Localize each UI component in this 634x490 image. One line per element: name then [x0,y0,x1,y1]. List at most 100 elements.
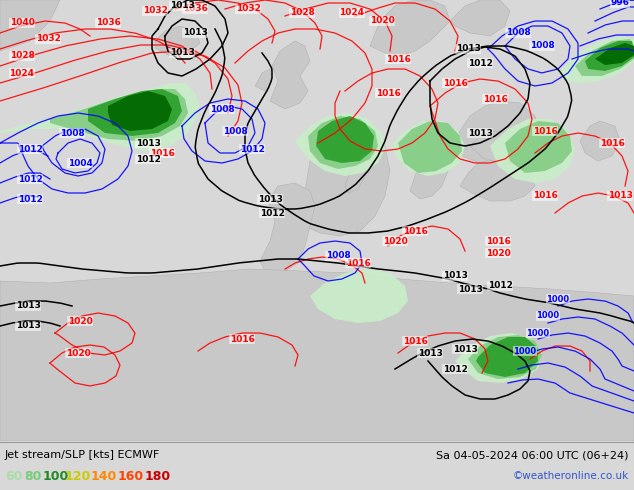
Text: 1016: 1016 [533,126,557,136]
Polygon shape [460,159,535,201]
Polygon shape [345,136,375,193]
Text: 1008: 1008 [60,128,84,138]
Text: 1016: 1016 [533,192,557,200]
Text: 1008: 1008 [223,126,247,136]
Polygon shape [295,116,390,236]
Text: 1013: 1013 [418,348,443,358]
Text: 1012: 1012 [18,195,42,203]
Polygon shape [410,146,448,199]
Text: 1013: 1013 [16,321,41,330]
Text: 1000: 1000 [514,346,536,356]
Text: 1004: 1004 [68,158,93,168]
Text: 1016: 1016 [403,337,427,345]
Polygon shape [370,0,450,56]
Polygon shape [398,121,462,173]
Text: 1013: 1013 [458,285,482,294]
Text: 1032: 1032 [143,6,167,16]
Text: 1013: 1013 [183,28,207,38]
Text: 1008: 1008 [326,251,351,261]
Text: 1016: 1016 [486,237,510,245]
Polygon shape [455,333,542,383]
Text: 1016: 1016 [443,78,467,88]
Polygon shape [450,0,510,36]
Text: 1020: 1020 [66,348,91,358]
Polygon shape [270,41,310,109]
Polygon shape [316,116,374,163]
Text: 1028: 1028 [290,8,314,18]
Polygon shape [468,335,542,379]
Text: 1040: 1040 [10,19,34,27]
Text: 1012: 1012 [18,174,42,183]
Polygon shape [450,101,540,166]
Text: 1036: 1036 [96,19,120,27]
Text: 120: 120 [65,469,91,483]
Text: 996: 996 [611,0,630,7]
Text: 1020: 1020 [68,317,93,325]
Text: 1016: 1016 [482,95,507,103]
Polygon shape [470,131,530,163]
Text: 1032: 1032 [36,34,60,44]
Polygon shape [310,269,408,323]
Text: 1016: 1016 [600,139,624,147]
Text: 1008: 1008 [506,28,531,38]
Text: 1013: 1013 [607,192,633,200]
Polygon shape [295,113,385,176]
Text: 140: 140 [91,469,117,483]
Text: 160: 160 [118,469,144,483]
Text: 1024: 1024 [339,8,365,18]
Text: 1013: 1013 [16,301,41,311]
Text: 1013: 1013 [257,195,282,203]
Polygon shape [0,0,60,51]
Text: 1012: 1012 [240,145,264,153]
Text: 1013: 1013 [169,1,195,10]
Text: 1032: 1032 [236,4,261,14]
Text: 1016: 1016 [230,335,254,343]
Text: 1016: 1016 [150,148,174,157]
Polygon shape [155,26,200,56]
Text: 180: 180 [145,469,171,483]
Polygon shape [308,116,378,169]
Polygon shape [0,83,200,151]
Polygon shape [560,36,634,83]
Polygon shape [0,269,634,441]
Text: 1016: 1016 [346,259,370,268]
Text: 60: 60 [5,469,22,483]
Text: 1016: 1016 [403,226,427,236]
Text: 1013: 1013 [443,271,467,280]
Polygon shape [260,183,315,273]
Text: 1008: 1008 [210,104,235,114]
Text: 1028: 1028 [10,51,34,60]
Polygon shape [490,119,575,183]
Text: 1000: 1000 [536,312,560,320]
Text: 80: 80 [24,469,41,483]
Polygon shape [50,89,188,141]
Text: 1012: 1012 [18,145,42,153]
Text: 1013: 1013 [169,49,195,57]
Text: 1012: 1012 [443,365,467,373]
Polygon shape [108,91,172,131]
Text: 1000: 1000 [547,294,569,303]
Text: 1013: 1013 [453,344,477,353]
Text: 1020: 1020 [486,248,510,258]
Polygon shape [585,41,634,71]
Text: 1008: 1008 [529,42,554,50]
Text: 1016: 1016 [375,89,401,98]
Polygon shape [580,121,620,161]
Text: 1013: 1013 [136,139,160,147]
Polygon shape [255,69,272,91]
Text: 1016: 1016 [385,54,410,64]
Polygon shape [88,89,182,136]
Text: 1000: 1000 [526,328,550,338]
Text: 1012: 1012 [467,58,493,68]
Text: 1012: 1012 [488,281,512,291]
Text: 1024: 1024 [10,69,34,77]
Text: 1013: 1013 [456,45,481,53]
Text: 100: 100 [43,469,69,483]
Text: 1020: 1020 [370,17,394,25]
Text: 1012: 1012 [136,154,160,164]
Text: 1036: 1036 [183,4,207,14]
Text: 1013: 1013 [467,128,493,138]
Text: 1012: 1012 [259,209,285,218]
Text: Sa 04-05-2024 06:00 UTC (06+24): Sa 04-05-2024 06:00 UTC (06+24) [436,450,629,460]
Polygon shape [476,337,538,377]
